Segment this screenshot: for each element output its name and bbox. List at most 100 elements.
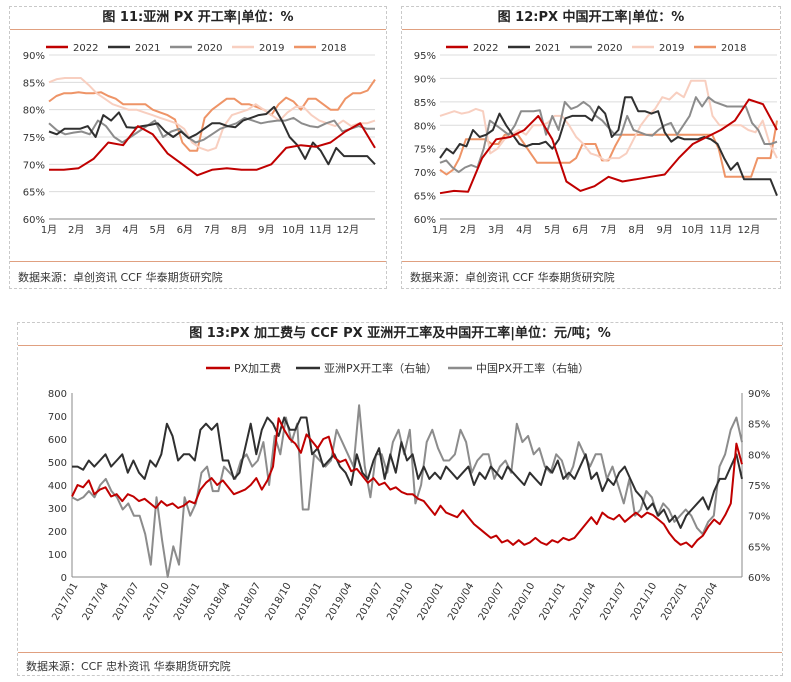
x-tick-label: 2020/10 bbox=[507, 581, 537, 622]
series-line-px_fee bbox=[71, 417, 743, 549]
right-y-tick-label: 75% bbox=[748, 481, 770, 492]
left-y-tick-label: 700 bbox=[48, 412, 67, 423]
x-tick-label: 7月 bbox=[204, 224, 220, 236]
chart-panel-fig11: 图 11:亚洲 PX 开工率|单位：% 60% 65% 70% 75% 80% 85% 90… bbox=[9, 6, 387, 289]
series-line-2019 bbox=[48, 77, 376, 152]
x-tick-label: 2019/04 bbox=[324, 581, 354, 622]
legend-label-2022: 2022 bbox=[473, 43, 498, 54]
x-tick-label: 1月 bbox=[41, 224, 57, 236]
x-tick-label: 2021/04 bbox=[568, 581, 598, 622]
series-line-2022 bbox=[49, 122, 376, 177]
x-tick-label: 2018/04 bbox=[203, 581, 233, 622]
chart-fig13: 0 100 200 300 400 500 600 700 800 60% 65% 70% 75% 80%… bbox=[48, 361, 770, 622]
y-tick-label: 75% bbox=[414, 145, 436, 156]
x-tick-label: 2022/04 bbox=[690, 581, 720, 622]
source-note-fig11: 数据来源：卓创资讯 CCF 华泰期货研究院 bbox=[18, 271, 223, 284]
y-tick-label: 60% bbox=[23, 215, 45, 226]
chart-title-fig12: 图 12:PX 中国开工率|单位：% bbox=[402, 7, 780, 30]
legend-label-2019: 2019 bbox=[659, 43, 684, 54]
left-y-tick-label: 800 bbox=[48, 389, 67, 400]
series-line-2019 bbox=[439, 79, 778, 162]
x-tick-label: 1月 bbox=[432, 224, 448, 236]
series-line-2018 bbox=[48, 79, 376, 152]
series-line-2020 bbox=[48, 116, 375, 144]
x-tick-label: 2020/01 bbox=[416, 581, 446, 622]
x-tick-label: 2018/01 bbox=[172, 581, 202, 622]
legend-label-2022: 2022 bbox=[73, 43, 98, 54]
chart-fig12: 60% 65% 70% 75% 80% 85% 90% 95% 1月 2月 3月 4月 5月 6月 7月 8月… bbox=[414, 43, 778, 236]
x-tick-label: 6月 bbox=[177, 224, 193, 236]
x-tick-label: 11月 bbox=[309, 224, 332, 236]
x-tick-label: 2017/04 bbox=[81, 581, 111, 622]
left-y-tick-label: 300 bbox=[48, 504, 67, 515]
legend-label-2020: 2020 bbox=[597, 43, 622, 54]
y-tick-label: 65% bbox=[23, 188, 45, 199]
y-tick-label: 65% bbox=[414, 192, 436, 203]
x-tick-label: 2019/01 bbox=[294, 581, 324, 622]
legend-label-2018: 2018 bbox=[321, 43, 346, 54]
legend-label-2021: 2021 bbox=[135, 43, 160, 54]
right-y-tick-label: 70% bbox=[748, 512, 770, 523]
x-tick-label: 2020/04 bbox=[446, 581, 476, 622]
x-tick-label: 4月 bbox=[122, 224, 138, 236]
x-tick-label: 2017/10 bbox=[142, 581, 172, 622]
x-tick-label: 2月 bbox=[68, 224, 84, 236]
y-tick-label: 80% bbox=[23, 106, 45, 117]
y-tick-label: 60% bbox=[414, 215, 436, 226]
x-tick-label: 3月 bbox=[488, 224, 504, 236]
x-tick-label: 8月 bbox=[628, 224, 644, 236]
y-tick-label: 70% bbox=[414, 168, 436, 179]
chart-fig11: 60% 65% 70% 75% 80% 85% 90% 1月 2月 3月 4月 5月 6月 7月 8月 9月 1… bbox=[23, 43, 376, 236]
x-tick-label: 2月 bbox=[460, 224, 476, 236]
x-tick-label: 11月 bbox=[709, 224, 732, 236]
x-tick-label: 2021/07 bbox=[598, 581, 628, 622]
right-y-tick-label: 90% bbox=[748, 389, 770, 400]
source-note-fig13: 数据来源：CCF 忠朴资讯 华泰期货研究院 bbox=[26, 660, 231, 673]
x-tick-label: 7月 bbox=[600, 224, 616, 236]
x-tick-label: 4月 bbox=[516, 224, 532, 236]
left-y-tick-label: 200 bbox=[48, 527, 67, 538]
series-line-2022 bbox=[439, 98, 778, 195]
y-tick-label: 80% bbox=[414, 121, 436, 132]
x-tick-label: 2019/10 bbox=[385, 581, 415, 622]
left-y-tick-label: 600 bbox=[48, 435, 67, 446]
x-tick-label: 2020/07 bbox=[477, 581, 507, 622]
x-tick-label: 9月 bbox=[258, 224, 274, 236]
legend-label-2019: 2019 bbox=[259, 43, 284, 54]
y-tick-label: 85% bbox=[414, 98, 436, 109]
right-y-tick-label: 65% bbox=[748, 542, 770, 553]
legend-label-2018: 2018 bbox=[721, 43, 746, 54]
x-tick-label: 2018/10 bbox=[263, 581, 293, 622]
chart-panel-fig12: 图 12:PX 中国开工率|单位：% 60% 65% 70% 75% 80% 85% 90%… bbox=[401, 6, 781, 289]
y-tick-label: 70% bbox=[23, 160, 45, 171]
legend-label-px_fee: PX加工费 bbox=[234, 362, 281, 375]
series-line-2018 bbox=[439, 120, 778, 178]
y-tick-label: 85% bbox=[23, 78, 45, 89]
x-tick-label: 2021/01 bbox=[538, 581, 568, 622]
left-y-tick-label: 500 bbox=[48, 458, 67, 469]
x-tick-label: 5月 bbox=[149, 224, 165, 236]
left-y-tick-label: 0 bbox=[61, 573, 67, 584]
left-y-tick-label: 400 bbox=[48, 481, 67, 492]
y-tick-label: 95% bbox=[414, 51, 436, 62]
legend-label-2021: 2021 bbox=[535, 43, 560, 54]
chart-title-fig13: 图 13:PX 加工费与 CCF PX 亚洲开工率及中国开工率|单位：元/吨；% bbox=[18, 323, 782, 346]
x-tick-label: 6月 bbox=[572, 224, 588, 236]
left-y-tick-label: 100 bbox=[48, 550, 67, 561]
x-tick-label: 9月 bbox=[656, 224, 672, 236]
x-tick-label: 8月 bbox=[231, 224, 247, 236]
x-tick-label: 2017/07 bbox=[111, 581, 141, 622]
right-y-tick-label: 85% bbox=[748, 420, 770, 431]
x-tick-label: 2018/07 bbox=[233, 581, 263, 622]
chart-title-fig11: 图 11:亚洲 PX 开工率|单位：% bbox=[10, 7, 386, 30]
x-tick-label: 2022/01 bbox=[659, 581, 689, 622]
x-tick-label: 10月 bbox=[681, 224, 704, 236]
right-y-tick-label: 80% bbox=[748, 450, 770, 461]
legend-label-asia: 亚洲PX开工率（右轴） bbox=[324, 361, 437, 375]
series-line-2021 bbox=[439, 96, 778, 196]
series-line-china bbox=[71, 404, 743, 578]
x-tick-label: 5月 bbox=[544, 224, 560, 236]
series-line-2021 bbox=[48, 105, 376, 166]
x-tick-label: 10月 bbox=[282, 224, 305, 236]
x-tick-label: 12月 bbox=[738, 224, 761, 236]
